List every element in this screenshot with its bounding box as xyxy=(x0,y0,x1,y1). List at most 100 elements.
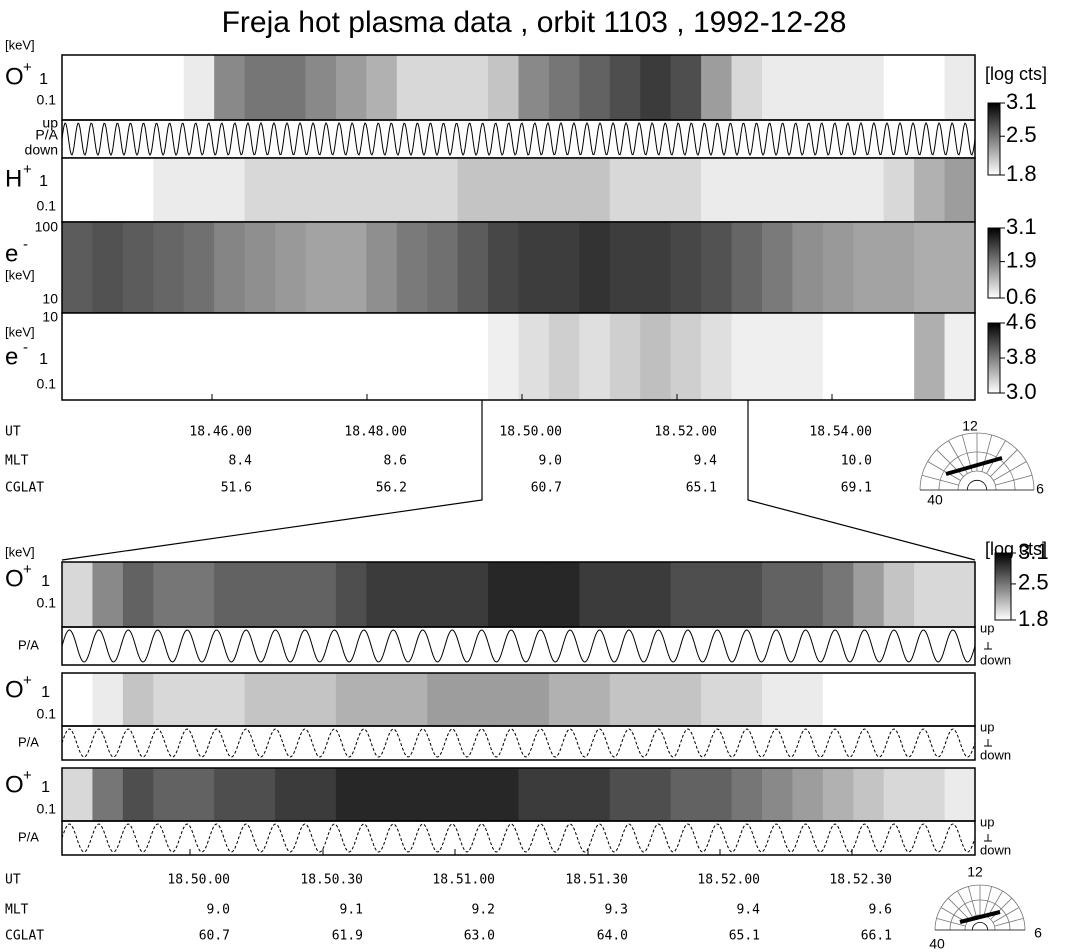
spectrogram-column xyxy=(427,313,459,400)
spectrogram-column xyxy=(457,768,489,821)
y-tick-label: 1 xyxy=(41,573,50,590)
spectrogram-column xyxy=(548,158,580,222)
spectrogram-column xyxy=(457,673,489,726)
spectrogram-column xyxy=(883,673,915,726)
unit-label: [keV] xyxy=(5,544,35,559)
spectrogram-column xyxy=(609,55,641,120)
spectrogram-column xyxy=(214,768,246,821)
spectrogram-column xyxy=(335,562,367,627)
pitch-label: P/A xyxy=(35,127,58,143)
spectrogram-column xyxy=(609,562,641,627)
spectrogram-column xyxy=(427,55,459,120)
spectrogram-column xyxy=(731,55,763,120)
species-label: O xyxy=(5,676,24,703)
spectrogram-column xyxy=(62,673,94,726)
row-value: 18.52.30 xyxy=(829,873,892,888)
panel-frame xyxy=(61,312,976,401)
dial-label: 40 xyxy=(927,492,943,508)
spectrogram-column xyxy=(640,562,672,627)
row-value: 18.52.00 xyxy=(654,425,717,440)
spectrogram-column xyxy=(427,562,459,627)
spectrogram-column xyxy=(335,313,367,400)
spectrogram-column xyxy=(914,673,946,726)
spectrogram-column xyxy=(153,768,185,821)
spectrogram-column xyxy=(640,313,672,400)
spectrogram-column xyxy=(335,673,367,726)
spectrogram-column xyxy=(305,673,337,726)
spectrogram-column xyxy=(914,313,946,400)
colorbar-tick-label: 0.6 xyxy=(1006,284,1037,309)
spectrogram-column xyxy=(335,768,367,821)
spectrogram-column xyxy=(761,562,793,627)
spectrogram-column xyxy=(153,55,185,120)
row-value: 8.6 xyxy=(384,454,407,469)
direction-label: down xyxy=(980,652,1011,667)
spectrogram-column xyxy=(305,222,337,313)
spectrogram-column xyxy=(214,313,246,400)
spectrogram-column xyxy=(488,768,520,821)
spectrogram-column xyxy=(579,55,611,120)
spectrogram-column xyxy=(944,222,976,313)
colorbar-tick-label: 3.1 xyxy=(1006,214,1037,239)
spectrogram-column xyxy=(488,158,520,222)
spectrogram-column xyxy=(640,673,672,726)
spectrogram-column xyxy=(792,55,824,120)
spectrogram-column xyxy=(853,222,885,313)
panel-frame xyxy=(61,725,976,761)
dial-label: 6 xyxy=(1036,481,1044,497)
spectrogram-column xyxy=(62,158,94,222)
spectrogram-column xyxy=(761,158,793,222)
spectrogram-column xyxy=(92,562,124,627)
row-label: CGLAT xyxy=(5,929,44,944)
spectrogram-column xyxy=(518,562,550,627)
direction-label: up xyxy=(980,814,994,829)
row-value: 69.1 xyxy=(841,481,872,496)
spectrogram-column xyxy=(366,768,398,821)
row-value: 10.0 xyxy=(841,454,872,469)
colorbar xyxy=(987,322,1001,394)
spectrogram-column xyxy=(761,673,793,726)
row-value: 9.4 xyxy=(694,454,718,469)
spectrogram-column xyxy=(275,55,307,120)
y-tick-label: 0.1 xyxy=(37,706,57,722)
spectrogram-column xyxy=(670,562,702,627)
spectrogram-column xyxy=(92,768,124,821)
spectrogram-column xyxy=(153,562,185,627)
spectrogram-column xyxy=(305,55,337,120)
direction-label: down xyxy=(980,747,1011,762)
spectrogram-column xyxy=(761,768,793,821)
spectrogram-column xyxy=(822,158,854,222)
spectrogram-column xyxy=(670,673,702,726)
charge-label: + xyxy=(23,561,32,578)
spectrogram-column xyxy=(214,55,246,120)
spectrogram-column xyxy=(853,562,885,627)
spectrogram-column xyxy=(122,222,154,313)
spectrogram-column xyxy=(457,55,489,120)
spectrogram-column xyxy=(883,222,915,313)
spectrogram-column xyxy=(853,768,885,821)
colorbar xyxy=(987,227,1001,299)
label: [keV] xyxy=(5,37,35,52)
row-value: 51.6 xyxy=(221,481,252,496)
spectrogram-column xyxy=(822,673,854,726)
dial xyxy=(934,884,1026,931)
spectrogram-column xyxy=(579,222,611,313)
spectrogram-column xyxy=(275,222,307,313)
spectrogram-column xyxy=(853,313,885,400)
spectrogram-column xyxy=(670,768,702,821)
spectrogram-column xyxy=(488,55,520,120)
species-label: H xyxy=(5,165,22,192)
spectrogram-column xyxy=(883,313,915,400)
spectrogram-column xyxy=(62,313,94,400)
spectrogram-column xyxy=(761,222,793,313)
spectrogram-column xyxy=(122,768,154,821)
spectrogram-column xyxy=(822,768,854,821)
charge-label: + xyxy=(23,767,32,784)
charge-label: + xyxy=(23,59,32,76)
spectrogram-column xyxy=(609,768,641,821)
y-tick-label: 1 xyxy=(39,173,48,190)
y-tick-label: 0.1 xyxy=(37,198,57,214)
colorbar-tick-label: 1.8 xyxy=(1018,606,1049,631)
spectrogram-column xyxy=(305,313,337,400)
